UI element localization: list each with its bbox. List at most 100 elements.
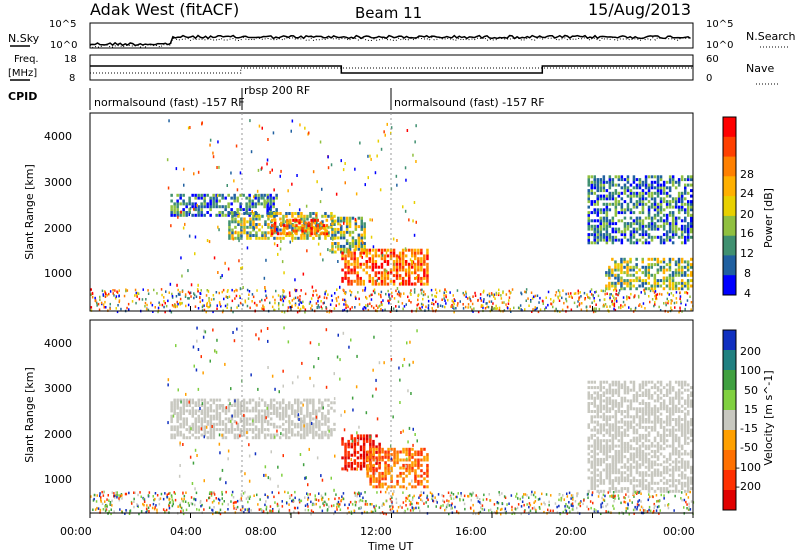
- station-title: Adak West (fitACF): [90, 0, 239, 19]
- power-scatter: [100, 301, 103, 305]
- power-scatter: [567, 292, 570, 295]
- power-scatter: [317, 300, 319, 303]
- power-cell: [377, 265, 381, 269]
- velocity-scatter: [638, 503, 640, 507]
- power-scatter: [670, 302, 672, 305]
- power-scatter: [405, 303, 407, 306]
- power-scatter: [618, 306, 620, 309]
- power-scatter: [445, 295, 447, 299]
- velocity-cell: [641, 386, 645, 390]
- velocity-cell: [620, 457, 624, 461]
- power-cell: [288, 225, 291, 229]
- power-scatter: [427, 306, 430, 310]
- power-cell: [360, 216, 363, 220]
- velocity-cell: [182, 409, 185, 413]
- velocity-cell: [647, 452, 651, 456]
- power-cell: [602, 227, 606, 231]
- power-cell: [596, 233, 599, 237]
- noise-search-label: N.Search: [746, 30, 796, 43]
- velocity-cell: [668, 407, 672, 411]
- velocity-cell: [200, 412, 204, 415]
- velocity-scatter: [437, 493, 440, 496]
- velocity-cell: [680, 463, 684, 467]
- power-cell: [641, 224, 645, 228]
- power-cell: [269, 208, 272, 212]
- velocity-cell: [390, 479, 393, 483]
- velocity-cell: [662, 425, 666, 429]
- power-scatter: [278, 307, 280, 311]
- power-cell: [341, 268, 344, 272]
- power-scatter: [125, 289, 127, 293]
- power-cell: [590, 227, 593, 231]
- velocity-scatter: [593, 509, 596, 513]
- power-cell: [363, 227, 366, 231]
- velocity-cell: [687, 452, 690, 456]
- velocity-cell: [224, 409, 228, 413]
- power-cell: [417, 268, 420, 272]
- velocity-cell: [375, 456, 378, 460]
- power-scatter: [482, 300, 485, 303]
- power-scatter: [445, 294, 447, 297]
- velocity-cell: [227, 417, 231, 421]
- power-scatter: [113, 294, 115, 297]
- velocity-scatter: [336, 505, 338, 509]
- power-cell: [243, 223, 246, 226]
- velocity-scatter: [472, 503, 474, 507]
- velocity-scatter: [96, 506, 98, 510]
- power-scatter: [376, 154, 378, 158]
- velocity-cell: [596, 463, 599, 467]
- velocity-cell: [333, 409, 336, 413]
- velocity-cell: [173, 428, 176, 432]
- power-scatter: [266, 201, 268, 205]
- velocity-cell: [680, 410, 684, 413]
- power-cell: [423, 271, 426, 275]
- velocity-cell: [176, 414, 179, 418]
- power-scatter: [539, 296, 541, 300]
- velocity-cell: [687, 479, 690, 483]
- power-cell: [300, 234, 303, 237]
- velocity-cell: [623, 399, 627, 403]
- power-scatter: [177, 292, 180, 296]
- power-cell: [261, 236, 264, 240]
- power-cell: [653, 175, 657, 179]
- velocity-scatter: [580, 500, 582, 503]
- velocity-cell: [641, 425, 645, 429]
- power-cell: [357, 242, 361, 245]
- power-cell: [674, 180, 678, 184]
- velocity-cell: [242, 422, 246, 426]
- velocity-cell: [677, 481, 681, 485]
- power-cell: [404, 260, 408, 263]
- power-y-tick: 3000: [44, 176, 72, 189]
- power-cell: [342, 244, 346, 248]
- velocity-cell: [303, 398, 306, 402]
- velocity-cell: [344, 467, 347, 471]
- power-cell: [295, 232, 298, 236]
- power-cell: [638, 268, 641, 272]
- noise-search-trace: [89, 36, 691, 49]
- velocity-cell: [680, 383, 684, 387]
- power-scatter: [247, 297, 250, 300]
- power-y-tick: 2000: [44, 222, 72, 235]
- power-cell: [677, 180, 681, 184]
- velocity-cell: [641, 471, 645, 475]
- power-scatter: [90, 306, 93, 309]
- power-cell: [599, 222, 602, 226]
- power-scatter: [298, 208, 301, 212]
- velocity-scatter: [434, 496, 436, 499]
- velocity-cell: [602, 423, 606, 427]
- power-cell: [294, 225, 297, 229]
- velocity-cell: [605, 420, 609, 424]
- velocity-cell: [426, 471, 429, 475]
- velocity-cell: [659, 473, 663, 477]
- power-scatter: [311, 304, 313, 307]
- power-cell: [236, 208, 239, 212]
- power-scatter: [525, 291, 527, 294]
- power-scatter: [392, 237, 395, 241]
- power-cell: [273, 236, 276, 240]
- power-cell: [322, 232, 326, 236]
- power-cell: [650, 235, 654, 239]
- velocity-scatter: [217, 497, 220, 501]
- power-scatter: [296, 310, 299, 314]
- velocity-cell: [593, 396, 596, 400]
- velocity-cell: [426, 466, 429, 470]
